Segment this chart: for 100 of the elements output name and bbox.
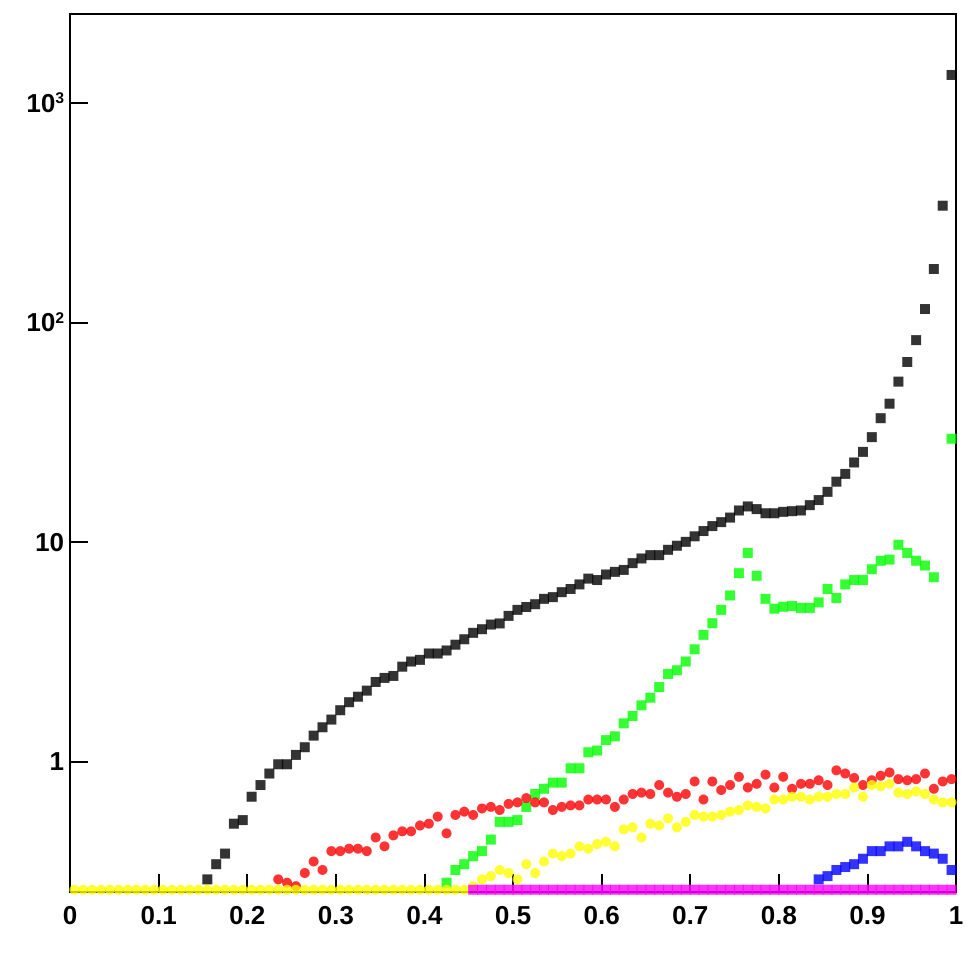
point xyxy=(734,884,744,895)
point xyxy=(804,602,815,613)
point xyxy=(628,884,638,895)
point xyxy=(814,874,824,884)
point xyxy=(778,884,788,895)
point xyxy=(946,884,957,895)
point xyxy=(893,841,904,852)
point xyxy=(707,618,718,628)
point xyxy=(876,884,886,895)
point xyxy=(566,763,576,774)
point xyxy=(760,594,771,604)
point xyxy=(663,669,674,680)
point xyxy=(672,665,682,676)
point xyxy=(468,884,478,895)
point xyxy=(796,602,806,613)
point xyxy=(840,579,850,590)
y-tick-label: 10 xyxy=(35,526,64,557)
point xyxy=(831,884,842,895)
x-tick-label: 0.4 xyxy=(406,900,444,930)
point xyxy=(690,644,700,654)
point xyxy=(920,560,930,571)
point xyxy=(468,851,478,862)
point xyxy=(849,884,860,895)
point xyxy=(476,884,487,895)
point xyxy=(876,846,886,856)
point xyxy=(752,884,762,895)
point xyxy=(814,597,824,608)
x-tick-label: 0.1 xyxy=(140,900,177,930)
point xyxy=(698,630,708,640)
point xyxy=(822,871,833,882)
x-tick-label: 0.3 xyxy=(318,900,354,930)
point xyxy=(530,884,540,895)
point xyxy=(672,884,682,895)
point xyxy=(760,884,771,895)
point xyxy=(592,884,602,895)
point xyxy=(601,735,612,746)
point xyxy=(884,554,895,565)
y-tick-label: 10$^{3}$ xyxy=(26,88,64,118)
point xyxy=(920,884,930,895)
point xyxy=(902,836,912,847)
point xyxy=(716,604,726,615)
point xyxy=(893,884,904,895)
x-tick-label: 0.8 xyxy=(760,900,797,930)
point xyxy=(876,556,886,566)
point xyxy=(698,884,708,895)
point xyxy=(539,884,550,895)
point xyxy=(858,575,868,586)
point xyxy=(893,540,904,550)
y-tick-label: 1 xyxy=(50,746,64,776)
x-tick-label: 0.2 xyxy=(229,900,266,930)
point xyxy=(831,864,842,875)
point xyxy=(911,841,922,852)
x-tick-label: 0 xyxy=(62,900,78,930)
point xyxy=(716,884,726,895)
point xyxy=(618,718,629,728)
point xyxy=(814,884,824,895)
point xyxy=(742,548,753,558)
point xyxy=(574,763,584,774)
x-tick-label: 0.6 xyxy=(584,900,620,930)
point xyxy=(690,884,700,895)
point xyxy=(902,548,912,558)
point xyxy=(928,572,939,582)
point xyxy=(822,584,833,594)
point xyxy=(504,816,514,827)
point xyxy=(494,884,505,895)
point xyxy=(822,884,833,895)
point xyxy=(938,884,948,895)
point xyxy=(566,884,576,895)
point xyxy=(884,841,895,852)
point xyxy=(938,854,948,864)
point xyxy=(858,854,868,864)
point xyxy=(849,575,860,586)
point xyxy=(796,884,806,895)
point xyxy=(778,602,788,612)
point xyxy=(725,884,736,895)
point xyxy=(610,731,620,742)
point xyxy=(450,864,460,875)
point xyxy=(459,859,470,870)
point xyxy=(946,434,957,444)
point xyxy=(752,570,762,581)
point xyxy=(628,710,638,721)
point xyxy=(504,884,514,895)
x-tick-label: 0.5 xyxy=(494,900,532,930)
point xyxy=(654,682,664,692)
point xyxy=(574,884,584,895)
x-tick-label: 0.9 xyxy=(849,900,886,930)
point xyxy=(494,816,505,827)
point xyxy=(911,556,922,566)
point xyxy=(645,692,656,703)
point xyxy=(946,864,957,875)
x-tick-label: 0.7 xyxy=(672,900,708,930)
point xyxy=(486,834,496,845)
point xyxy=(556,884,567,895)
point xyxy=(920,846,930,856)
point xyxy=(610,884,620,895)
point xyxy=(556,778,567,788)
point xyxy=(512,884,522,895)
point xyxy=(725,590,736,600)
point xyxy=(512,815,522,826)
point xyxy=(884,884,895,895)
